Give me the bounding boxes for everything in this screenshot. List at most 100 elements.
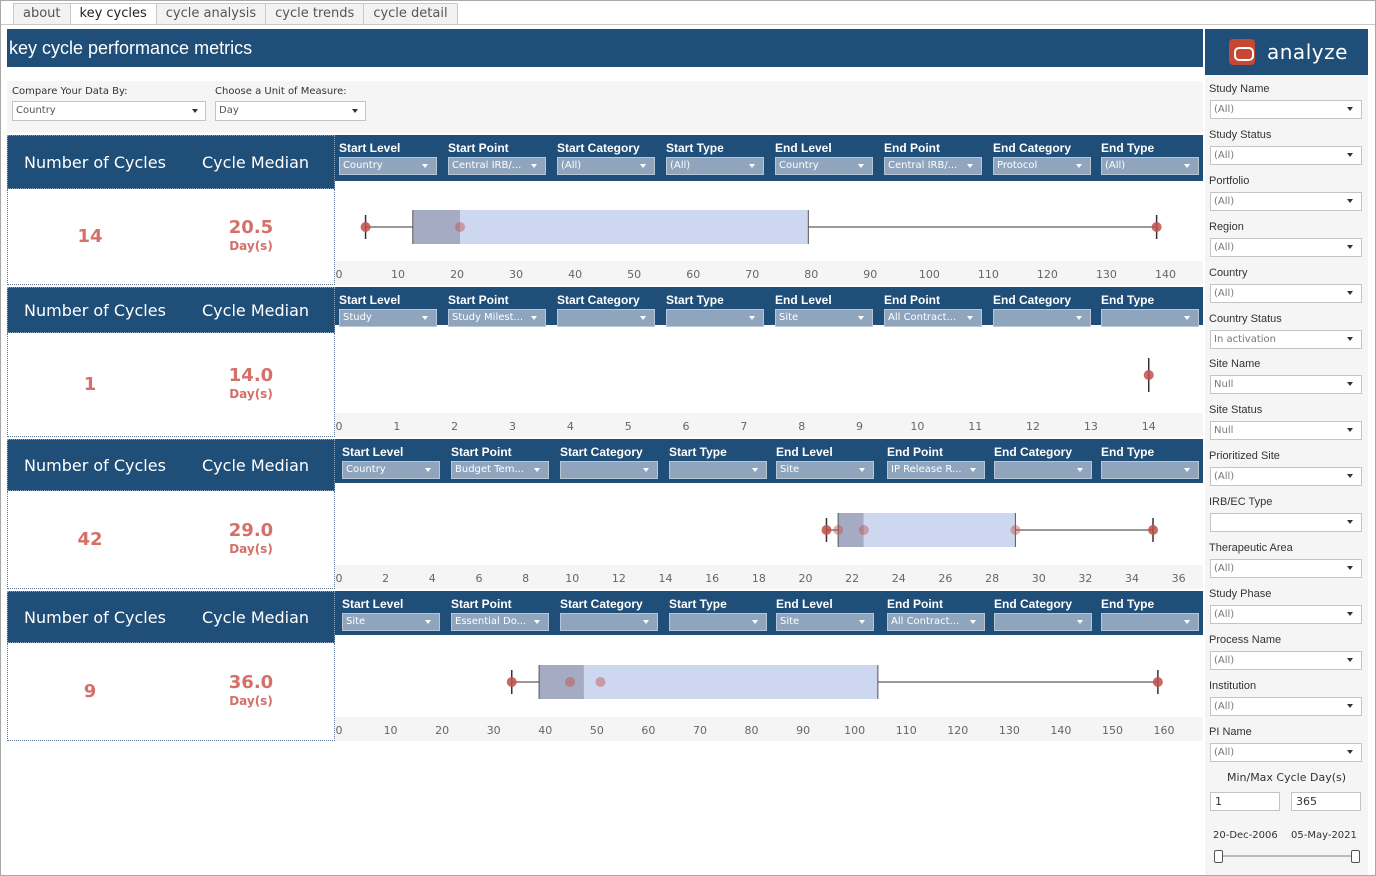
date-slider-start-handle[interactable] [1214,850,1223,863]
sidebar-filter-select[interactable]: (All) [1210,100,1362,119]
filter-select[interactable] [1101,613,1199,631]
axis-tick-label: 70 [693,724,707,737]
unit-of-measure-select[interactable]: Day [215,101,366,121]
brand-logo: analyze [1205,29,1368,75]
axis-tick-label: 20 [435,724,449,737]
axis-tick-label: 100 [844,724,865,737]
filter-select[interactable]: Site [776,613,874,631]
date-slider-end-handle[interactable] [1351,850,1360,863]
max-cycle-input[interactable]: 365 [1291,792,1361,811]
filter-select[interactable] [993,309,1091,327]
axis-tick-label: 20 [798,572,812,585]
filter-select[interactable]: All Contract... [884,309,982,327]
axis-tick-label: 26 [938,572,952,585]
filter-label: Start Level [339,293,401,307]
tab-about[interactable]: about [13,3,71,24]
sidebar-filter-select[interactable] [1210,513,1362,533]
filter-label: End Point [884,293,940,307]
tab-cycle-detail[interactable]: cycle detail [363,3,458,24]
filter-select[interactable]: Site [342,613,440,631]
sidebar-filter-select[interactable]: (All) [1210,283,1362,303]
filter-select[interactable] [994,613,1092,631]
sidebar-filter-select[interactable]: (All) [1210,742,1362,762]
sidebar-filter-label: Region [1209,220,1244,233]
sidebar-filter-select[interactable]: (All) [1210,145,1362,165]
cycle-median-value: 36.0 [228,672,274,693]
filter-select[interactable]: Central IRB/... [448,157,546,175]
sidebar-filter-select[interactable]: Null [1210,375,1362,395]
axis-tick-label: 2 [382,572,389,585]
axis-tick-label: 6 [683,420,690,433]
data-point [821,525,832,535]
filter-select[interactable]: Country [775,157,873,175]
filter-select[interactable]: Study [339,309,437,327]
filter-label: End Category [993,293,1072,307]
axis-tick-label: 60 [686,268,700,281]
filter-select[interactable] [1101,309,1199,327]
filter-select[interactable]: Site [776,461,874,479]
sidebar-filter-select[interactable]: (All) [1210,237,1362,257]
tab-cycle-analysis[interactable]: cycle analysis [155,3,267,24]
filter-select[interactable]: (All) [557,157,655,175]
filter-select[interactable]: Essential Do... [451,613,549,631]
filter-select[interactable]: Budget Tem... [451,461,549,479]
compare-by-label: Compare Your Data By: [12,86,128,97]
sidebar-filter-select[interactable]: (All) [1210,604,1362,624]
sidebar-filter-select[interactable]: (All) [1210,696,1362,716]
filter-select[interactable]: Country [342,461,440,479]
tab-key-cycles[interactable]: key cycles [69,3,157,25]
filter-select[interactable] [994,461,1092,479]
min-cycle-input[interactable]: 1 [1210,792,1280,811]
panel-metrics-body: 1 14.0 Day(s) [7,333,335,437]
compare-by-select[interactable]: Country [12,101,206,121]
sidebar-filter-label: Prioritized Site [1209,450,1280,463]
filter-select[interactable] [669,613,767,631]
filter-label: Start Category [560,445,643,459]
date-range-start: 20-Dec-2006 [1213,830,1278,841]
filter-select[interactable] [560,613,658,631]
sidebar-filter-label: Study Phase [1209,587,1272,600]
sidebar-filter-select[interactable]: (All) [1210,191,1362,211]
sidebar-filter-select[interactable]: Null [1210,421,1362,441]
filter-select[interactable]: Protocol [993,157,1091,175]
sidebar-filter-select[interactable]: In activation [1210,329,1362,349]
axis-tick-label: 130 [1096,268,1117,281]
tab-divider [1,24,1375,25]
sidebar-filter-select[interactable]: (All) [1210,467,1362,487]
data-point [1148,525,1159,535]
box-plot-chart: 0 2 4 6 8 10 12 14 16 18 20 22 24 26 28 30 32 34 36 [335,513,1203,589]
filter-label: End Category [994,597,1073,611]
date-range-slider[interactable] [1218,855,1355,857]
filter-select[interactable]: Study Milest... [448,309,546,327]
filter-select[interactable] [1101,461,1199,479]
filter-select[interactable]: Site [775,309,873,327]
data-point [1143,370,1154,380]
filter-select[interactable] [669,461,767,479]
cycle-median-value: 14.0 [228,365,274,386]
filter-select[interactable]: (All) [1101,157,1199,175]
filter-select[interactable]: IP Release R... [887,461,985,479]
filter-select[interactable]: Central IRB/... [884,157,982,175]
box-lower-quartile [412,210,461,244]
filter-label: Start Type [666,293,724,307]
sidebar-filter-select[interactable]: (All) [1210,650,1362,670]
data-point [1152,677,1163,687]
panel-metrics-header: Number of Cycles Cycle Median [7,135,335,189]
filter-label: Start Point [448,293,509,307]
cycle-median-header: Cycle Median [202,456,310,475]
tab-cycle-trends[interactable]: cycle trends [265,3,365,24]
sidebar-filter-label: Country Status [1209,312,1282,325]
sidebar-filter-select[interactable]: (All) [1210,559,1362,578]
filter-select[interactable] [557,309,655,327]
sidebar-filter-label: PI Name [1209,725,1252,738]
filter-select[interactable]: All Contract... [887,613,985,631]
axis-tick-label: 140 [1155,268,1176,281]
filter-select[interactable]: Country [339,157,437,175]
data-point [360,222,371,232]
axis-tick-label: 1 [393,420,400,433]
filter-select[interactable]: (All) [666,157,764,175]
filter-select[interactable] [560,461,658,479]
filter-select[interactable] [666,309,764,327]
axis-tick-label: 18 [752,572,766,585]
filter-label: Start Type [669,445,727,459]
